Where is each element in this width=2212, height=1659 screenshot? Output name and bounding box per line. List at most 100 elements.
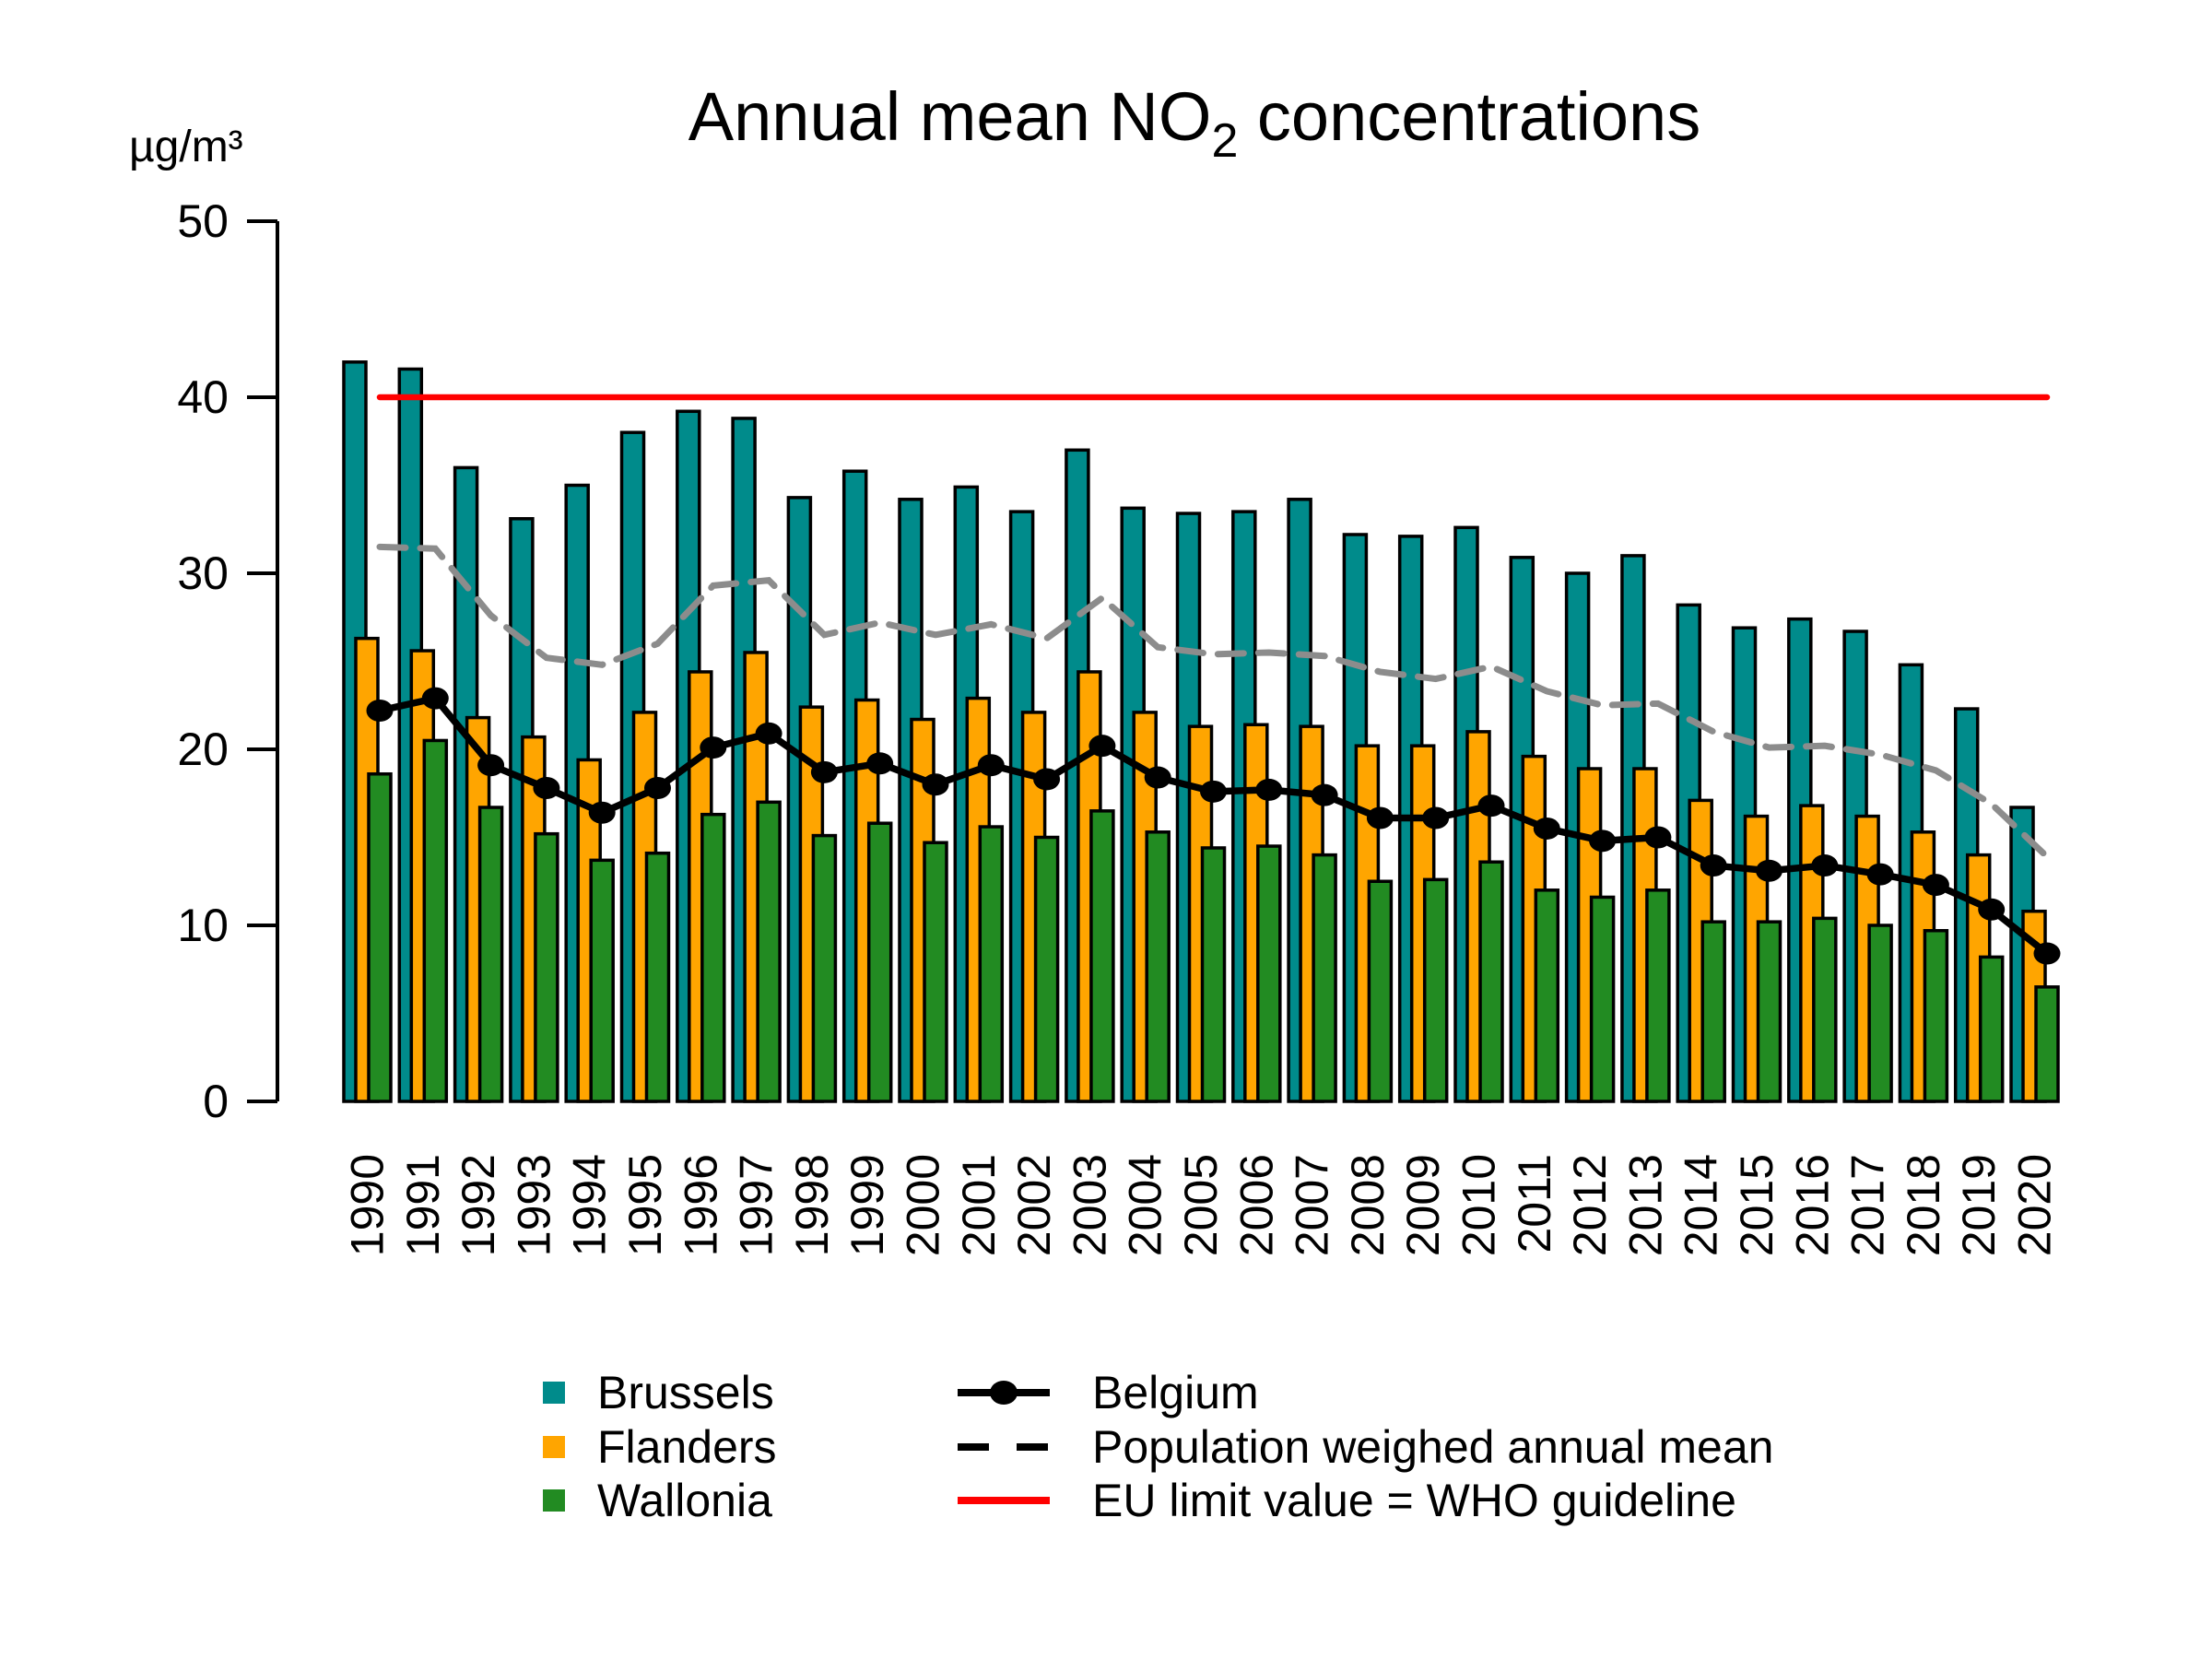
x-label-2014: 2014 xyxy=(1676,1154,1727,1256)
legend-symbol-belgium-point xyxy=(990,1381,1018,1405)
point-belgium-2004 xyxy=(1144,766,1171,789)
x-label-1996: 1996 xyxy=(675,1154,726,1256)
bar-wallonia-1994 xyxy=(589,858,615,1103)
y-tick-label-20: 20 xyxy=(177,724,229,775)
bar-wallonia-2004 xyxy=(1145,830,1171,1103)
point-belgium-1992 xyxy=(477,754,505,777)
x-label-1997: 1997 xyxy=(731,1154,782,1256)
bar-wallonia-2020 xyxy=(2034,985,2060,1103)
bar-wallonia-1997 xyxy=(756,800,782,1103)
y-tick-label-0: 0 xyxy=(203,1076,229,1127)
bar-wallonia-1993 xyxy=(534,831,559,1103)
bar-wallonia-2015 xyxy=(1756,920,1783,1103)
bar-wallonia-2002 xyxy=(1033,835,1060,1103)
legend-label-belgium: Belgium xyxy=(1092,1367,1259,1418)
point-belgium-1997 xyxy=(755,722,782,745)
point-belgium-2001 xyxy=(977,754,1005,777)
point-belgium-2000 xyxy=(922,773,949,796)
x-label-2019: 2019 xyxy=(1953,1154,2005,1256)
x-label-2002: 2002 xyxy=(1008,1154,1060,1256)
x-label-2012: 2012 xyxy=(1564,1154,1616,1256)
population-weighted-polyline xyxy=(376,543,2051,861)
point-belgium-1993 xyxy=(533,777,560,800)
x-label-2003: 2003 xyxy=(1064,1154,1115,1256)
x-label-1995: 1995 xyxy=(619,1154,671,1256)
point-belgium-2010 xyxy=(1477,794,1505,818)
x-label-2020: 2020 xyxy=(2009,1154,2061,1256)
point-belgium-2011 xyxy=(1533,817,1560,840)
point-belgium-2015 xyxy=(1756,859,1783,882)
legend-swatch-wallonia xyxy=(543,1489,565,1512)
bar-wallonia-2009 xyxy=(1422,877,1449,1103)
x-label-2010: 2010 xyxy=(1453,1154,1505,1256)
bar-wallonia-1998 xyxy=(811,833,838,1103)
x-label-1994: 1994 xyxy=(564,1154,616,1256)
point-belgium-2009 xyxy=(1422,806,1450,830)
legend-swatch-flanders xyxy=(543,1436,565,1458)
legend-swatch-brussels xyxy=(543,1382,565,1404)
point-belgium-2020 xyxy=(2033,942,2061,965)
point-belgium-2003 xyxy=(1088,735,1116,758)
bar-wallonia-2005 xyxy=(1200,846,1227,1103)
bar-wallonia-1999 xyxy=(866,821,893,1103)
x-label-2000: 2000 xyxy=(898,1154,949,1256)
belgium-line xyxy=(366,687,2061,965)
point-belgium-2014 xyxy=(1700,854,1727,877)
legend-label-population: Population weighed annual mean xyxy=(1092,1421,1773,1473)
point-belgium-1990 xyxy=(366,699,394,722)
bar-wallonia-2016 xyxy=(1812,916,1838,1103)
bar-wallonia-2019 xyxy=(1978,955,2005,1103)
bar-wallonia-2018 xyxy=(1923,928,1949,1103)
point-belgium-2006 xyxy=(1255,778,1283,801)
legend-label-brussels: Brussels xyxy=(597,1367,774,1418)
bar-wallonia-2001 xyxy=(978,825,1005,1103)
y-axis-unit-label: µg/m³ xyxy=(129,123,243,171)
x-label-1993: 1993 xyxy=(508,1154,559,1256)
page-title: Annual mean NO2 concentrations xyxy=(688,78,1700,168)
bar-wallonia-2013 xyxy=(1645,888,1671,1103)
bar-wallonia-2007 xyxy=(1312,853,1337,1103)
x-label-2006: 2006 xyxy=(1230,1154,1282,1256)
x-label-2001: 2001 xyxy=(953,1154,1005,1256)
bar-wallonia-1995 xyxy=(644,851,671,1103)
bar-wallonia-2014 xyxy=(1700,920,1726,1103)
bar-wallonia-2012 xyxy=(1589,895,1616,1103)
point-belgium-1995 xyxy=(644,777,671,800)
bar-wallonia-2006 xyxy=(1256,844,1282,1103)
bar-wallonia-1996 xyxy=(700,812,726,1103)
title-suffix: concentrations xyxy=(1238,78,1700,155)
point-belgium-2008 xyxy=(1366,806,1394,830)
y-tick-label-50: 50 xyxy=(177,195,229,247)
point-belgium-1996 xyxy=(700,736,727,759)
legend-label-flanders: Flanders xyxy=(597,1421,777,1473)
y-tick-label-30: 30 xyxy=(177,547,229,599)
point-belgium-2013 xyxy=(1644,826,1672,849)
x-label-2004: 2004 xyxy=(1120,1154,1171,1256)
x-label-1991: 1991 xyxy=(397,1154,449,1256)
x-label-2009: 2009 xyxy=(1397,1154,1449,1256)
x-label-2017: 2017 xyxy=(1842,1154,1894,1256)
point-belgium-2007 xyxy=(1311,783,1338,806)
point-belgium-1991 xyxy=(421,687,449,710)
x-axis-year-labels: 1990 1991 1992 1993 1994 1995 1996 1997 1998 1999… xyxy=(342,1154,2061,1256)
y-axis: 0 10 20 30 40 50 xyxy=(177,195,279,1127)
bar-wallonia-2000 xyxy=(923,841,948,1103)
x-label-2005: 2005 xyxy=(1175,1154,1227,1256)
y-tick-label-10: 10 xyxy=(177,900,229,951)
point-belgium-2016 xyxy=(1811,854,1839,877)
bar-groups xyxy=(342,360,2060,1103)
bar-wallonia-2010 xyxy=(1478,860,1504,1103)
x-label-2013: 2013 xyxy=(1619,1154,1671,1256)
x-label-1992: 1992 xyxy=(453,1154,504,1256)
title-prefix: Annual mean NO xyxy=(688,78,1212,155)
bar-wallonia-2003 xyxy=(1089,809,1115,1103)
title-subscript: 2 xyxy=(1211,114,1238,168)
x-label-1990: 1990 xyxy=(342,1154,394,1256)
bar-wallonia-2008 xyxy=(1367,879,1394,1103)
point-belgium-1998 xyxy=(810,760,838,783)
x-label-2015: 2015 xyxy=(1731,1154,1783,1256)
point-belgium-2012 xyxy=(1589,830,1617,853)
y-tick-label-40: 40 xyxy=(177,371,229,423)
